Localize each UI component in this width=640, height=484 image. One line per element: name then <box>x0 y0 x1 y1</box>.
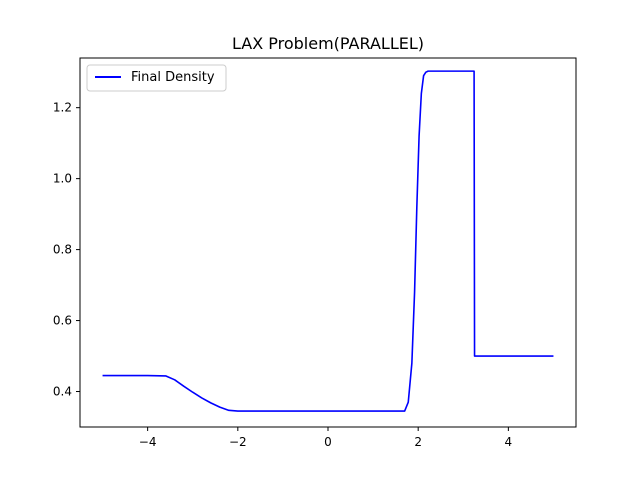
x-tick-label: 0 <box>324 435 332 449</box>
x-tick-label: −4 <box>139 435 157 449</box>
series-line-0 <box>102 70 554 412</box>
plot-area <box>102 70 554 412</box>
x-tick-label: −2 <box>229 435 247 449</box>
y-tick-label: 0.8 <box>53 243 72 257</box>
legend-label: Final Density <box>131 70 215 85</box>
legend-box <box>86 64 227 92</box>
legend: Final Density <box>86 64 227 92</box>
y-tick-label: 1.2 <box>53 101 72 115</box>
y-axis: 0.4 0.6 0.8 1.0 1.2 <box>53 101 80 399</box>
x-axis: −4 −2 0 2 4 <box>139 427 512 449</box>
y-tick-label: 0.6 <box>53 314 72 328</box>
y-tick-label: 0.4 <box>53 385 72 399</box>
chart-title: LAX Problem(PARALLEL) <box>232 34 424 53</box>
x-tick-label: 4 <box>505 435 513 449</box>
x-tick-label: 2 <box>414 435 422 449</box>
y-tick-label: 1.0 <box>53 172 72 186</box>
